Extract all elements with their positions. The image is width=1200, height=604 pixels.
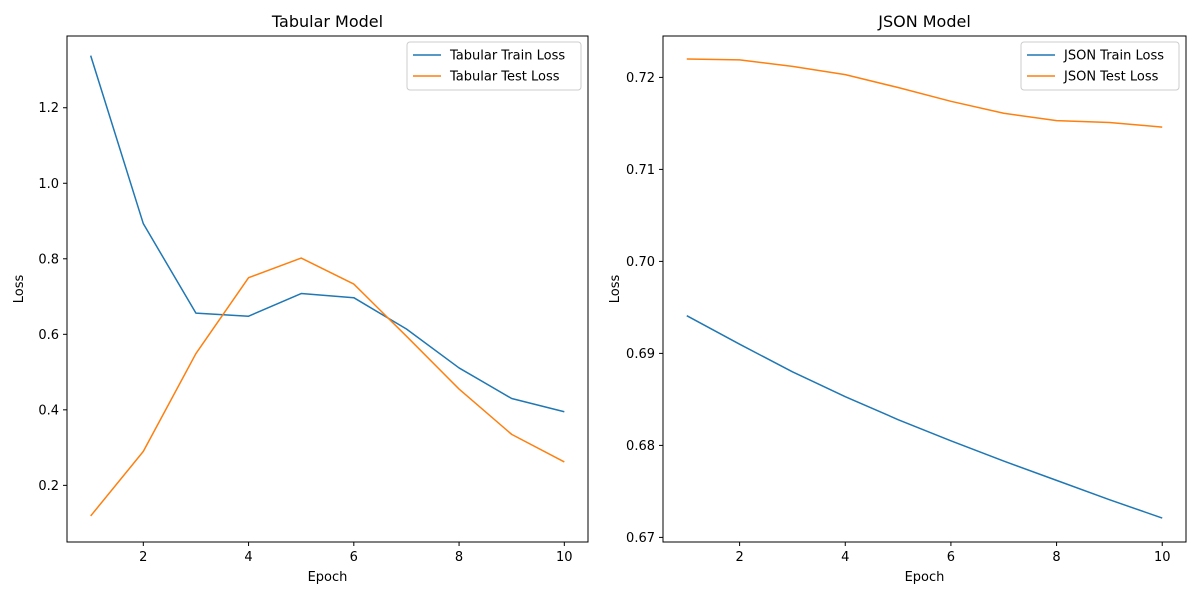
x-tick-label: 2 <box>139 550 147 565</box>
legend-label-2: Tabular Test Loss <box>449 70 560 85</box>
series-line-1 <box>686 315 1163 519</box>
y-tick-label: 0.71 <box>626 163 655 178</box>
y-tick-label: 0.70 <box>626 255 655 270</box>
chart-title: Tabular Model <box>271 12 383 31</box>
y-tick-label: 0.68 <box>626 439 655 454</box>
y-tick-label: 0.6 <box>38 328 59 343</box>
x-tick-label: 6 <box>947 550 955 565</box>
x-tick-label: 4 <box>841 550 849 565</box>
y-tick-label: 0.72 <box>626 71 655 86</box>
legend: JSON Train Loss JSON Test Loss <box>1020 41 1180 91</box>
x-tick-label: 8 <box>455 550 463 565</box>
subplot-2: JSON Model 2 4 6 8 10 0.67 0.68 0.69 0.70 0.71 0.72… <box>608 12 1187 585</box>
plot-frame <box>662 35 1187 543</box>
y-tick-label: 1.0 <box>38 177 59 192</box>
legend-label-2: JSON Test Loss <box>1063 70 1159 85</box>
legend: Tabular Train Loss Tabular Test Loss <box>406 41 582 91</box>
legend-box <box>406 41 582 91</box>
y-axis-label: Loss <box>608 275 623 304</box>
x-tick-label: 10 <box>1154 550 1171 565</box>
legend-box <box>1020 41 1180 91</box>
y-tick-label: 0.4 <box>38 403 59 418</box>
y-tick-label: 0.67 <box>626 531 655 546</box>
y-axis-label: Loss <box>12 275 27 304</box>
x-axis-label: Epoch <box>308 570 348 585</box>
plot-frame <box>66 35 589 543</box>
y-tick-label: 0.8 <box>38 252 59 267</box>
legend-label-1: Tabular Train Loss <box>449 49 565 64</box>
x-tick-label: 10 <box>556 550 573 565</box>
series-line-2 <box>90 257 565 517</box>
legend-label-1: JSON Train Loss <box>1063 49 1164 64</box>
y-tick-label: 0.2 <box>38 479 59 494</box>
series-line-1 <box>89 55 565 413</box>
subplot-1: Tabular Model 2 4 6 8 10 0.2 0.4 0.6 0.8 1.0 1.2 Epo… <box>12 12 589 585</box>
x-tick-label: 4 <box>244 550 252 565</box>
y-tick-label: 1.2 <box>38 101 59 116</box>
x-axis-label: Epoch <box>905 570 945 585</box>
chart-title: JSON Model <box>877 12 971 31</box>
y-tick-label: 0.69 <box>626 347 655 362</box>
series-line-2 <box>686 58 1163 128</box>
x-tick-label: 6 <box>350 550 358 565</box>
x-tick-label: 2 <box>735 550 743 565</box>
x-tick-label: 8 <box>1052 550 1060 565</box>
